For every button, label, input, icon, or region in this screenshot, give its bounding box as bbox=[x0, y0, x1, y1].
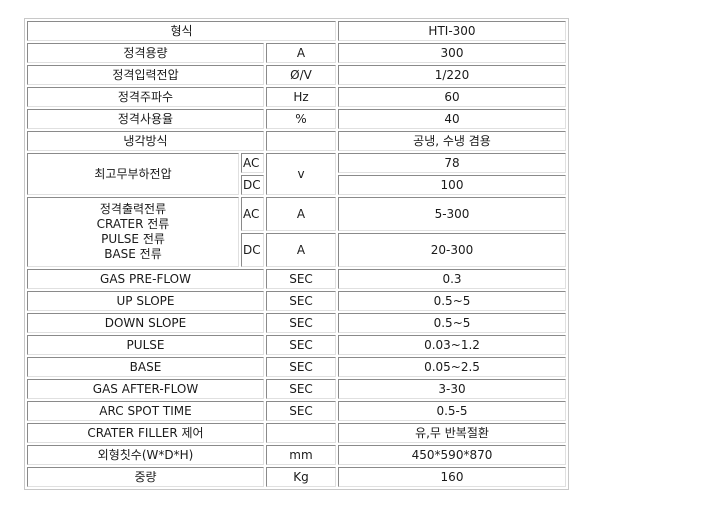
output-current-line: CRATER 전류 bbox=[96, 217, 170, 231]
spec-value: 0.5-5 bbox=[338, 401, 566, 421]
spec-label: 냉각방식 bbox=[27, 131, 264, 151]
table-row: BASE SEC 0.05~2.5 bbox=[27, 357, 566, 377]
spec-unit: A bbox=[266, 43, 336, 63]
no-load-voltage-label: 최고무부하전압 bbox=[27, 153, 239, 195]
spec-label: 정격입력전압 bbox=[27, 65, 264, 85]
spec-value: 공냉, 수냉 겸용 bbox=[338, 131, 566, 151]
spec-unit: Ø/V bbox=[266, 65, 336, 85]
model-value: HTI-300 bbox=[338, 21, 566, 41]
spec-unit: A bbox=[266, 233, 336, 267]
spec-unit: SEC bbox=[266, 335, 336, 355]
table-row: 정격출력전류 CRATER 전류 PULSE 전류 BASE 전류 AC A 5… bbox=[27, 197, 566, 267]
output-current-line: BASE 전류 bbox=[104, 247, 162, 261]
spec-value: 20-300 bbox=[338, 233, 566, 267]
table-row: 정격용량 A 300 bbox=[27, 43, 566, 63]
spec-unit: SEC bbox=[266, 269, 336, 289]
spec-value: 78 bbox=[338, 153, 566, 173]
spec-unit bbox=[266, 423, 336, 443]
spec-label: UP SLOPE bbox=[27, 291, 264, 311]
table-row: 중량 Kg 160 bbox=[27, 467, 566, 487]
table-row: 정격사용율 % 40 bbox=[27, 109, 566, 129]
table-row: DC 100 bbox=[27, 175, 566, 195]
spec-label: 중량 bbox=[27, 467, 264, 487]
spec-label: 정격사용율 bbox=[27, 109, 264, 129]
spec-label: 정격용량 bbox=[27, 43, 264, 63]
spec-unit: % bbox=[266, 109, 336, 129]
spec-value: 0.5~5 bbox=[338, 313, 566, 333]
spec-value: 160 bbox=[338, 467, 566, 487]
spec-unit: Hz bbox=[266, 87, 336, 107]
spec-value: 60 bbox=[338, 87, 566, 107]
output-current-label: 정격출력전류 CRATER 전류 PULSE 전류 BASE 전류 bbox=[27, 197, 239, 267]
spec-value: 0.05~2.5 bbox=[338, 357, 566, 377]
spec-label: DOWN SLOPE bbox=[27, 313, 264, 333]
table-row: GAS AFTER-FLOW SEC 3-30 bbox=[27, 379, 566, 399]
spec-label: GAS PRE-FLOW bbox=[27, 269, 264, 289]
mode-dc-label: DC bbox=[241, 175, 264, 195]
spec-value: 300 bbox=[338, 43, 566, 63]
spec-unit: mm bbox=[266, 445, 336, 465]
spec-table: 형식 HTI-300 정격용량 A 300 정격입력전압 Ø/V 1/220 정… bbox=[24, 18, 569, 490]
spec-label: 정격주파수 bbox=[27, 87, 264, 107]
spec-value: 40 bbox=[338, 109, 566, 129]
spec-label: CRATER FILLER 제어 bbox=[27, 423, 264, 443]
spec-value: 5-300 bbox=[338, 197, 566, 231]
spec-unit: SEC bbox=[266, 291, 336, 311]
table-row: 외형칫수(W*D*H) mm 450*590*870 bbox=[27, 445, 566, 465]
spec-label: 외형칫수(W*D*H) bbox=[27, 445, 264, 465]
spec-value: 450*590*870 bbox=[338, 445, 566, 465]
table-row: PULSE SEC 0.03~1.2 bbox=[27, 335, 566, 355]
spec-unit bbox=[266, 131, 336, 151]
spec-label: ARC SPOT TIME bbox=[27, 401, 264, 421]
table-row: DC A 20-300 bbox=[27, 233, 566, 267]
spec-value: 0.03~1.2 bbox=[338, 335, 566, 355]
spec-value: 100 bbox=[338, 175, 566, 195]
table-row: CRATER FILLER 제어 유,무 반복절환 bbox=[27, 423, 566, 443]
spec-label: PULSE bbox=[27, 335, 264, 355]
table-row: 냉각방식 공냉, 수냉 겸용 bbox=[27, 131, 566, 151]
model-label: 형식 bbox=[27, 21, 336, 41]
table-row: UP SLOPE SEC 0.5~5 bbox=[27, 291, 566, 311]
spec-value: 0.3 bbox=[338, 269, 566, 289]
spec-unit: SEC bbox=[266, 357, 336, 377]
output-current-line: 정격출력전류 bbox=[99, 202, 167, 216]
mode-ac-label: AC bbox=[241, 153, 264, 173]
spec-label: BASE bbox=[27, 357, 264, 377]
table-row: 정격주파수 Hz 60 bbox=[27, 87, 566, 107]
table-row: GAS PRE-FLOW SEC 0.3 bbox=[27, 269, 566, 289]
table-row: 최고무부하전압 AC v 78 bbox=[27, 153, 566, 195]
no-load-voltage-unit: v bbox=[266, 153, 336, 195]
spec-unit: SEC bbox=[266, 401, 336, 421]
table-row: DOWN SLOPE SEC 0.5~5 bbox=[27, 313, 566, 333]
table-row: 정격입력전압 Ø/V 1/220 bbox=[27, 65, 566, 85]
spec-value: 1/220 bbox=[338, 65, 566, 85]
output-current-line: PULSE 전류 bbox=[101, 232, 165, 246]
spec-unit: SEC bbox=[266, 313, 336, 333]
spec-unit: Kg bbox=[266, 467, 336, 487]
mode-ac-label: AC bbox=[241, 197, 264, 231]
table-row: ARC SPOT TIME SEC 0.5-5 bbox=[27, 401, 566, 421]
spec-value: 유,무 반복절환 bbox=[338, 423, 566, 443]
table-row: 형식 HTI-300 bbox=[27, 21, 566, 41]
mode-dc-label: DC bbox=[241, 233, 264, 267]
spec-unit: SEC bbox=[266, 379, 336, 399]
spec-value: 0.5~5 bbox=[338, 291, 566, 311]
spec-unit: A bbox=[266, 197, 336, 231]
spec-table-container: 형식 HTI-300 정격용량 A 300 정격입력전압 Ø/V 1/220 정… bbox=[24, 18, 569, 490]
spec-label: GAS AFTER-FLOW bbox=[27, 379, 264, 399]
spec-value: 3-30 bbox=[338, 379, 566, 399]
